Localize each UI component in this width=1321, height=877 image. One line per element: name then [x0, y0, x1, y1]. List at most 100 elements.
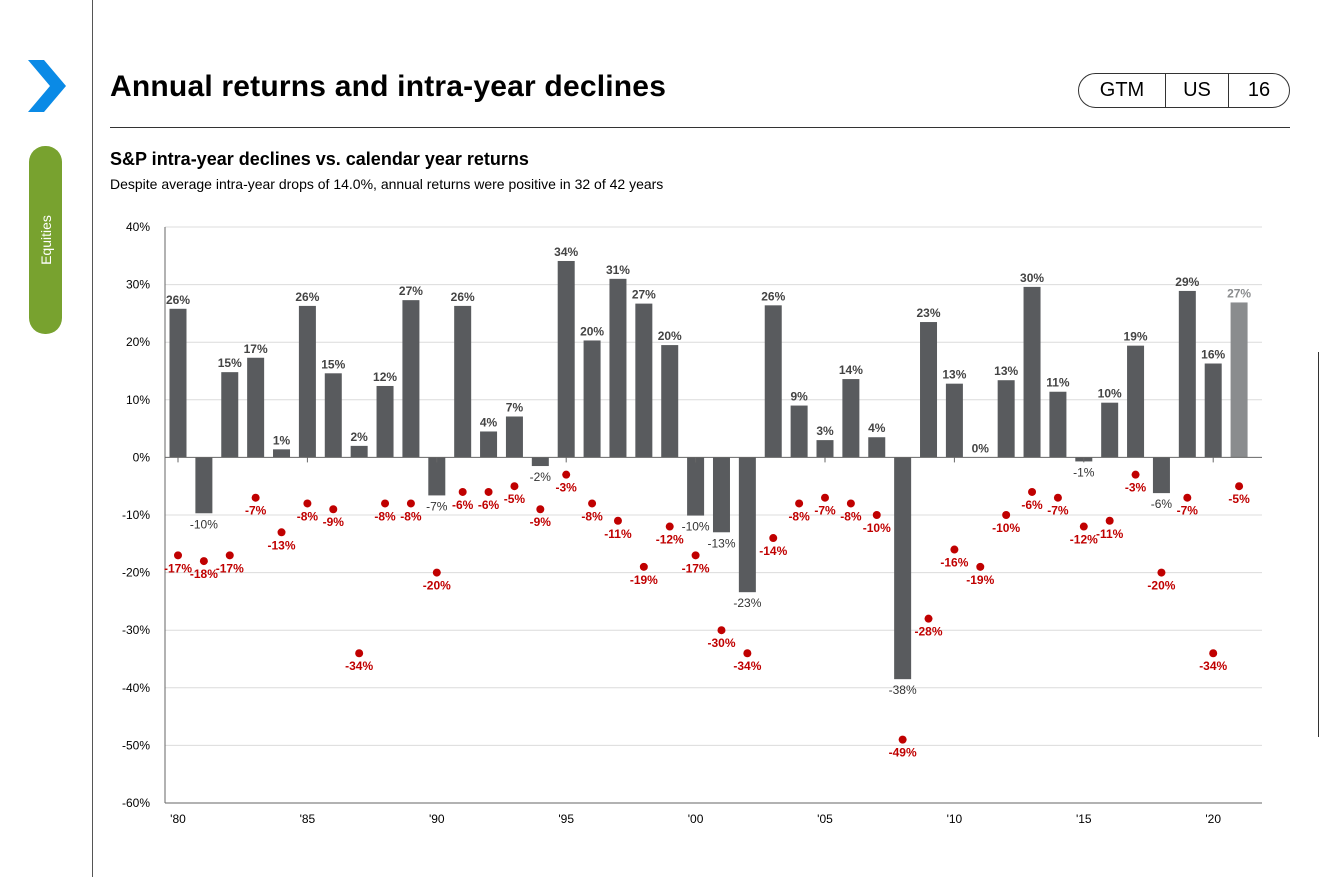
gtm-badge: GTM US 16	[1078, 73, 1290, 108]
y-tick-label: 40%	[126, 220, 150, 234]
return-label: 2%	[350, 430, 368, 444]
return-label: 3%	[816, 424, 834, 438]
y-tick-label: 0%	[133, 450, 151, 464]
decline-label: -12%	[656, 533, 684, 547]
y-tick-label: -40%	[122, 681, 150, 695]
return-bar	[920, 322, 938, 458]
decline-label: -10%	[863, 521, 891, 535]
return-bar	[195, 457, 213, 514]
y-tick-label: 30%	[126, 278, 150, 292]
decline-dot	[1157, 568, 1166, 577]
return-label: 15%	[218, 356, 242, 370]
decline-label: -8%	[581, 509, 603, 523]
decline-label: -28%	[915, 625, 943, 639]
decline-dot	[1028, 487, 1037, 496]
decline-dot	[458, 487, 467, 496]
return-label: 4%	[868, 421, 886, 435]
return-label: 26%	[451, 290, 475, 304]
x-tick-label: '95	[558, 812, 574, 826]
return-bar	[945, 383, 963, 458]
return-bar	[1204, 363, 1222, 458]
decline-label: -8%	[840, 509, 862, 523]
decline-label: -7%	[1047, 504, 1069, 518]
decline-dot	[976, 562, 985, 571]
decline-dot	[225, 551, 234, 560]
y-tick-label: 10%	[126, 393, 150, 407]
decline-label: -8%	[788, 509, 810, 523]
decline-dot	[846, 499, 855, 508]
return-bar	[609, 278, 627, 458]
return-label: 11%	[1046, 376, 1070, 390]
return-label: 23%	[917, 306, 941, 320]
return-bar	[247, 357, 265, 458]
y-tick-label: -10%	[122, 508, 150, 522]
return-label: 17%	[244, 342, 268, 356]
decline-dot	[303, 499, 312, 508]
decline-dot	[769, 534, 778, 543]
return-bar	[273, 449, 291, 458]
decline-label: -17%	[682, 561, 710, 575]
decline-label: -9%	[530, 515, 552, 529]
decline-dot	[277, 528, 286, 537]
x-tick-label: '20	[1205, 812, 1221, 826]
decline-label: -8%	[297, 509, 319, 523]
return-bar	[712, 457, 730, 533]
return-bar	[764, 305, 782, 458]
left-margin-rule	[92, 0, 93, 877]
return-label: -13%	[707, 536, 735, 550]
title-divider	[110, 127, 1290, 128]
return-bar	[402, 300, 420, 458]
return-bar	[1101, 402, 1119, 458]
decline-dot	[381, 499, 390, 508]
return-bar	[1152, 457, 1170, 494]
decline-layer	[174, 470, 1244, 744]
decline-label: -7%	[1177, 504, 1199, 518]
return-label: 1%	[273, 433, 291, 447]
decline-label: -14%	[759, 544, 787, 558]
return-label: -2%	[530, 470, 552, 484]
decline-dot	[924, 614, 933, 623]
return-label: 26%	[166, 293, 190, 307]
axis-layer: -60% -50% -40% -30% -20% -10% 0% 10% 20% 30% 40% '8…	[122, 220, 1262, 826]
decline-dot	[898, 735, 907, 744]
return-label: 26%	[295, 290, 319, 304]
decline-label: -11%	[1096, 527, 1124, 541]
return-bar	[790, 405, 808, 458]
return-bar	[480, 431, 498, 458]
y-tick-label: 20%	[126, 335, 150, 349]
return-label: 27%	[399, 284, 423, 298]
return-label: 34%	[554, 245, 578, 259]
return-label: -23%	[733, 596, 761, 610]
return-label: 27%	[632, 288, 656, 302]
decline-dot	[406, 499, 415, 508]
return-label: -38%	[889, 683, 917, 697]
return-bar	[1049, 391, 1067, 458]
decline-dot	[1105, 516, 1114, 525]
chevron-right-icon	[28, 60, 66, 112]
return-bar	[169, 308, 187, 458]
page-title: Annual returns and intra-year declines	[110, 70, 667, 103]
decline-dot	[1002, 511, 1011, 519]
x-tick-label: '80	[170, 812, 186, 826]
return-label: 12%	[373, 370, 397, 384]
return-bar	[894, 457, 912, 680]
decline-label: -3%	[1125, 481, 1147, 495]
return-bar	[454, 305, 472, 458]
decline-dot	[639, 562, 648, 571]
return-label: 15%	[321, 357, 345, 371]
return-bar	[376, 385, 394, 458]
decline-label: -19%	[630, 573, 658, 587]
return-bar	[868, 437, 886, 458]
decline-dot	[1131, 470, 1140, 479]
return-label: 14%	[839, 363, 863, 377]
return-bar	[842, 379, 860, 458]
return-label: 9%	[790, 390, 808, 404]
return-label: 0%	[972, 441, 990, 455]
return-label: 31%	[606, 263, 630, 277]
return-bar	[557, 260, 575, 458]
decline-label: -3%	[556, 481, 578, 495]
return-bar	[661, 345, 679, 458]
decline-label: -5%	[504, 492, 526, 506]
badge-region: US	[1166, 74, 1229, 107]
